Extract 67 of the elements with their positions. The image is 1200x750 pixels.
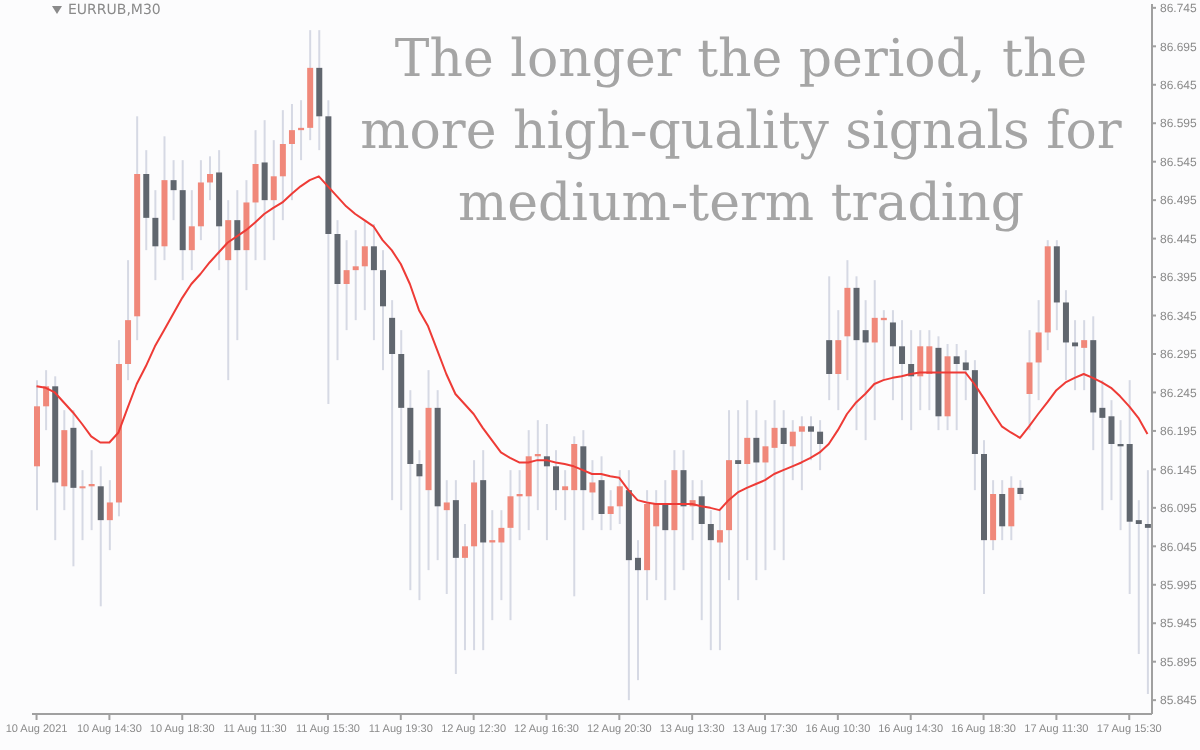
candlestick xyxy=(152,189,159,282)
candlestick xyxy=(243,179,250,292)
candlestick xyxy=(170,159,177,222)
candlestick xyxy=(270,139,277,242)
candlestick xyxy=(97,465,104,608)
candlestick xyxy=(798,415,805,492)
text: The longer the period, the more high-quality signals for medium-term trading xyxy=(358,28,1124,238)
candlestick xyxy=(580,429,587,532)
candlestick xyxy=(443,479,450,595)
candlestick xyxy=(899,319,906,422)
candlestick xyxy=(762,419,769,572)
candlestick xyxy=(607,489,614,532)
candlestick xyxy=(361,219,368,312)
candlestick xyxy=(197,159,204,242)
candlestick xyxy=(835,309,842,412)
candlestick xyxy=(525,429,532,532)
candlestick xyxy=(589,459,596,522)
candlestick xyxy=(380,249,387,372)
candlestick xyxy=(789,419,796,482)
candlestick xyxy=(680,449,687,572)
candlestick xyxy=(744,399,751,562)
candlestick xyxy=(279,109,286,222)
candlestick xyxy=(826,275,833,402)
candlestick xyxy=(370,223,377,342)
candlestick xyxy=(225,199,232,382)
candlestick xyxy=(507,469,514,622)
candlestick xyxy=(1008,475,1015,542)
candlestick xyxy=(352,229,359,322)
candlestick xyxy=(261,119,268,262)
candlestick xyxy=(252,129,259,262)
candlestick xyxy=(416,449,423,602)
candlestick xyxy=(143,149,150,252)
candlestick xyxy=(207,155,214,202)
candlestick xyxy=(1072,319,1079,392)
candlestick xyxy=(343,239,350,332)
candlestick xyxy=(389,299,396,502)
candlestick xyxy=(1026,329,1033,432)
candlestick xyxy=(1035,299,1042,402)
candlestick xyxy=(125,259,132,382)
candlestick xyxy=(288,103,295,202)
candlestick xyxy=(461,523,468,652)
candlestick xyxy=(817,419,824,472)
candlestick xyxy=(79,469,86,542)
candlestick xyxy=(807,415,814,462)
candlestick xyxy=(553,449,560,512)
candlestick xyxy=(889,309,896,402)
candlestick xyxy=(598,455,605,532)
candlestick xyxy=(43,369,50,432)
candlestick xyxy=(234,189,241,342)
candlestick xyxy=(771,399,778,552)
candlestick xyxy=(780,409,787,562)
candlestick xyxy=(1062,289,1069,382)
candlestick xyxy=(707,509,714,652)
candlestick xyxy=(753,409,760,582)
candlestick xyxy=(1017,479,1024,502)
candlestick xyxy=(999,479,1006,542)
candlestick xyxy=(1081,319,1088,392)
candlestick xyxy=(698,479,705,622)
candlestick xyxy=(735,409,742,602)
candlestick xyxy=(716,509,723,652)
candlestick xyxy=(990,479,997,552)
candlestick xyxy=(106,479,113,552)
candlestick xyxy=(616,469,623,525)
candlestick xyxy=(188,189,195,272)
candlestick xyxy=(917,329,924,412)
candlestick xyxy=(662,479,669,602)
candlestick xyxy=(962,349,969,402)
